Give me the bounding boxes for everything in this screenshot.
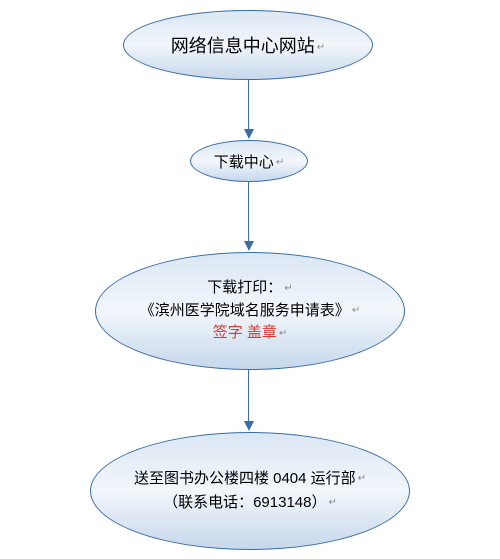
paragraph-marker-icon: ↵ (329, 495, 337, 511)
paragraph-marker-icon: ↵ (284, 281, 292, 296)
paragraph-marker-icon: ↵ (279, 326, 287, 341)
arrow-line (248, 80, 249, 129)
node-text-highlight: 签字 盖章 (213, 324, 277, 341)
node-line: 《滨州医学院域名服务申请表》↵ (140, 300, 360, 323)
node-text: 下载中心 (214, 154, 274, 171)
arrow-head-icon (244, 421, 254, 431)
arrow-head-icon (244, 129, 254, 139)
node-text: 《滨州医学院域名服务申请表》 (140, 302, 350, 319)
node-line: 网络信息中心网站↵ (171, 32, 325, 58)
node-text: （联系电话：6913148） (163, 494, 326, 511)
node-line: 下载打印：↵ (207, 277, 292, 300)
flow-node-1: 网络信息中心网站↵ (123, 10, 373, 80)
paragraph-marker-icon: ↵ (276, 157, 284, 168)
paragraph-marker-icon: ↵ (317, 42, 325, 53)
node-text: 网络信息中心网站 (171, 36, 315, 56)
node-text: 送至图书办公楼四楼 0404 运行部 (134, 470, 356, 487)
node-line: 下载中心↵ (214, 151, 284, 172)
node-text: 下载打印： (207, 279, 282, 296)
arrow-head-icon (244, 241, 254, 251)
node-line: 送至图书办公楼四楼 0404 运行部↵ (134, 467, 366, 491)
paragraph-marker-icon: ↵ (358, 471, 366, 487)
arrow-line (248, 182, 249, 241)
flow-node-2: 下载中心↵ (190, 140, 308, 182)
flow-node-4: 送至图书办公楼四楼 0404 运行部↵ （联系电话：6913148）↵ (90, 432, 410, 550)
node-line: （联系电话：6913148）↵ (163, 491, 337, 515)
flow-node-3: 下载打印：↵ 《滨州医学院域名服务申请表》↵ 签字 盖章↵ (95, 252, 405, 370)
node-line: 签字 盖章↵ (213, 322, 288, 345)
arrow-line (248, 370, 249, 421)
paragraph-marker-icon: ↵ (352, 303, 360, 318)
